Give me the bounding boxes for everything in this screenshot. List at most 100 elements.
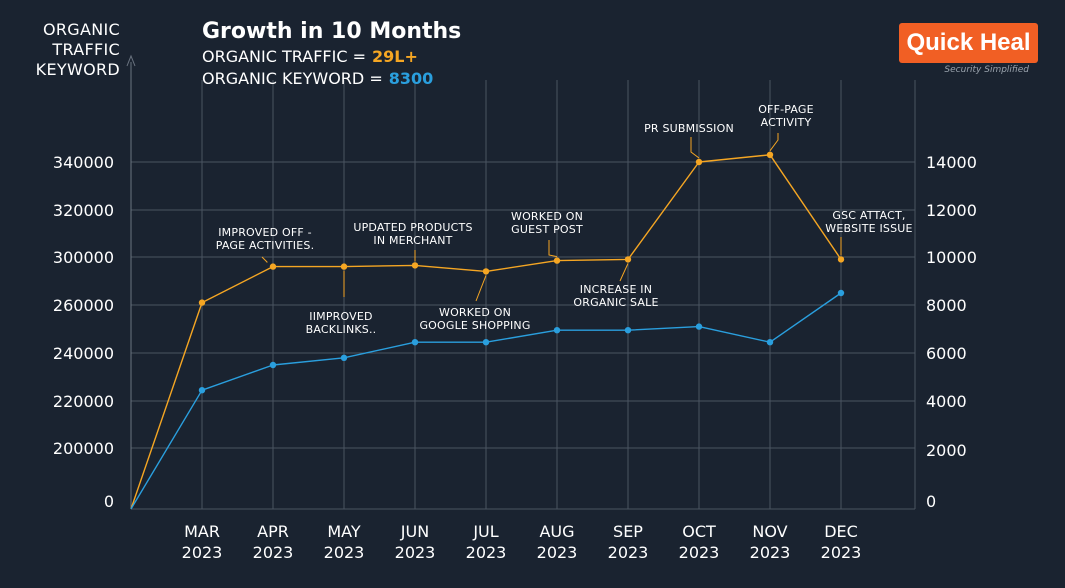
x-tick-label-month: JUN — [400, 522, 429, 541]
right-tick-label: 0 — [926, 492, 936, 511]
annotation-line: WEBSITE ISSUE — [825, 222, 913, 235]
annotation-line: BACKLINKS.. — [305, 323, 377, 336]
annotation-line: IMPROVED OFF - — [218, 226, 312, 239]
annotation-label: INCREASE IN ORGANIC SALE — [573, 283, 658, 309]
annotation-label: WORKED ON GOOGLE SHOPPING — [419, 306, 530, 332]
x-tick-label-month: AUG — [539, 522, 574, 541]
annotation-line: OFF-PAGE — [758, 103, 814, 116]
keyword-point — [553, 327, 561, 334]
annotation-line: ORGANIC SALE — [573, 296, 659, 309]
traffic-stat: ORGANIC TRAFFIC = 29L+ — [202, 46, 461, 68]
keyword-point — [482, 339, 490, 346]
traffic-point — [198, 299, 206, 306]
annotation-label: WORKED ON GUEST POST — [511, 210, 583, 236]
logo-tagline: Security Simplified — [944, 65, 1029, 75]
annotation-line: IN MERCHANT — [373, 234, 453, 247]
annotation-line: GSC ATTACT, — [832, 209, 906, 222]
annotation-line: WORKED ON — [511, 210, 583, 223]
annotation-label: PR SUBMISSION — [644, 122, 734, 135]
left-tick-label: 340000 — [53, 153, 114, 172]
x-tick-label-year: 2023 — [324, 543, 365, 562]
chart-header: Growth in 10 Months ORGANIC TRAFFIC = 29L… — [202, 18, 461, 90]
x-tick-label-month: SEP — [613, 522, 643, 541]
right-tick-label: 4000 — [926, 392, 967, 411]
x-tick-label-year: 2023 — [821, 543, 862, 562]
x-tick-label-month: APR — [257, 522, 289, 541]
x-tick-label-year: 2023 — [466, 543, 507, 562]
annotation-label: UPDATED PRODUCTS IN MERCHANT — [353, 221, 472, 247]
traffic-point — [695, 158, 703, 166]
left-tick-label: 240000 — [53, 344, 114, 363]
axis-title-line: TRAFFIC — [52, 40, 120, 59]
traffic-point — [553, 257, 561, 264]
annotation-leader — [769, 133, 779, 152]
x-tick-label-month: MAR — [184, 522, 220, 541]
annotation-leader — [475, 275, 487, 302]
annotation-line: GOOGLE SHOPPING — [419, 319, 531, 332]
keyword-stat-label: ORGANIC KEYWORD = — [202, 69, 383, 88]
left-tick-label: 260000 — [53, 296, 114, 315]
right-tick-label: 14000 — [926, 153, 977, 172]
annotation-leader — [548, 240, 558, 258]
keyword-point — [340, 354, 348, 361]
keyword-point — [837, 289, 845, 297]
x-tick-label-month: JUL — [472, 522, 498, 541]
left-axis-arrow — [126, 54, 136, 67]
keyword-stat-value: 8300 — [388, 69, 434, 88]
x-tick-label-year: 2023 — [750, 543, 791, 562]
annotation-label: OFF-PAGE ACTIVITY — [758, 103, 814, 129]
traffic-stat-label: ORGANIC TRAFFIC = — [202, 47, 366, 66]
traffic-point — [340, 263, 348, 270]
annotation-line: INCREASE IN — [579, 283, 653, 296]
left-tick-label: 0 — [104, 492, 114, 511]
traffic-point — [269, 263, 277, 270]
left-tick-label: 320000 — [53, 201, 114, 220]
right-tick-label: 8000 — [926, 296, 967, 315]
keyword-point — [269, 361, 277, 369]
annotation-label: GSC ATTACT, WEBSITE ISSUE — [825, 209, 912, 235]
annotation-leader — [619, 263, 629, 282]
keyword-point — [198, 387, 206, 394]
traffic-point — [624, 256, 632, 263]
annotation-label: IMPROVED OFF - PAGE ACTIVITIES. — [216, 226, 315, 252]
left-tick-label: 300000 — [53, 248, 114, 267]
x-tick-label-month: DEC — [824, 522, 858, 541]
x-tick-label-year: 2023 — [182, 543, 223, 562]
keyword-stat: ORGANIC KEYWORD = 8300 — [202, 68, 461, 90]
x-tick-label-year: 2023 — [608, 543, 649, 562]
keyword-point — [766, 339, 774, 346]
keyword-point — [624, 327, 632, 334]
annotation-line: PAGE ACTIVITIES. — [215, 239, 315, 252]
x-tick-label-year: 2023 — [253, 543, 294, 562]
x-tick-label-year: 2023 — [395, 543, 436, 562]
chart-title: Growth in 10 Months — [202, 19, 462, 44]
keyword-point — [695, 323, 703, 330]
left-tick-label: 200000 — [53, 439, 114, 458]
right-tick-label: 6000 — [926, 344, 967, 363]
x-tick-label-year: 2023 — [679, 543, 720, 562]
right-tick-label: 12000 — [926, 201, 977, 220]
right-tick-label: 10000 — [926, 248, 977, 267]
axis-title: ORGANIC TRAFFIC KEYWORD — [18, 20, 120, 80]
right-tick-label: 2000 — [926, 441, 967, 460]
annotation-line: WORKED ON — [439, 306, 511, 319]
quick-heal-logo: Quick Heal — [899, 23, 1038, 63]
traffic-stat-value: 29L+ — [371, 47, 418, 66]
keyword-point — [411, 339, 419, 346]
annotation-label: IIMPROVED BACKLINKS.. — [306, 310, 377, 336]
x-tick-label-year: 2023 — [537, 543, 578, 562]
traffic-point — [411, 262, 419, 269]
annotation-line: PR SUBMISSION — [644, 122, 734, 135]
x-tick-label-month: NOV — [752, 522, 787, 541]
axis-title-line: KEYWORD — [35, 60, 120, 79]
traffic-point — [837, 256, 845, 263]
annotation-line: GUEST POST — [511, 223, 583, 236]
x-tick-label-month: MAY — [327, 522, 361, 541]
annotation-line: ACTIVITY — [760, 116, 812, 129]
traffic-point — [766, 151, 774, 158]
axis-title-line: ORGANIC — [42, 20, 120, 39]
annotation-leader — [261, 256, 268, 263]
annotation-line: UPDATED PRODUCTS — [353, 221, 473, 234]
annotation-leader — [690, 137, 700, 159]
